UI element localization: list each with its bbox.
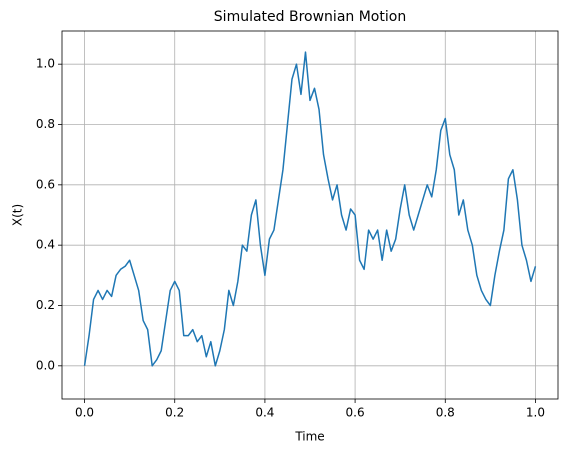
x-tick-label: 1.0	[526, 406, 545, 420]
y-tick-label: 0.0	[36, 358, 55, 372]
x-tick-label: 0.2	[165, 406, 184, 420]
x-tick-label: 0.0	[75, 406, 94, 420]
x-tick-label: 0.4	[255, 406, 274, 420]
series-line	[83, 51, 537, 367]
y-tick-label: 0.8	[36, 117, 55, 131]
plot-frame	[61, 30, 559, 400]
y-tick-label: 0.4	[36, 238, 55, 252]
y-axis-label: X(t)	[11, 204, 25, 226]
x-tick-label: 0.6	[346, 406, 365, 420]
chart-title: Simulated Brownian Motion	[214, 9, 406, 25]
y-tick-label: 1.0	[36, 57, 55, 71]
x-tick-label: 0.8	[436, 406, 455, 420]
x-axis-label: Time	[294, 430, 324, 444]
y-tick-label: 0.2	[36, 298, 55, 312]
y-tick-label: 0.6	[36, 177, 55, 191]
